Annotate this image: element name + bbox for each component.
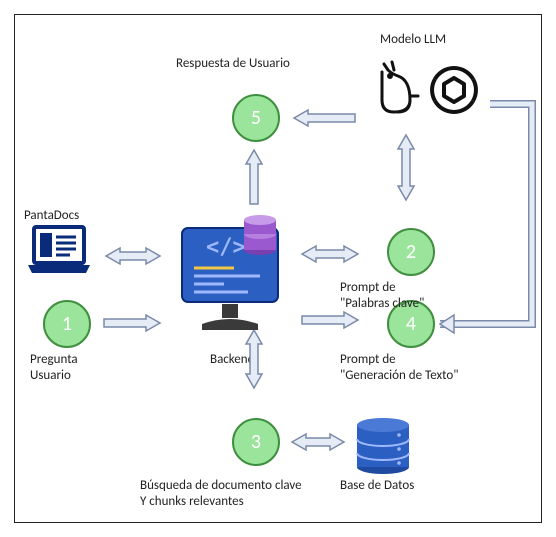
svg-text:</>: </> xyxy=(206,235,246,260)
laptop-icon xyxy=(26,225,92,280)
llm-icon xyxy=(370,60,490,125)
database-icon xyxy=(355,415,411,480)
backend-icon: </> xyxy=(180,220,284,312)
